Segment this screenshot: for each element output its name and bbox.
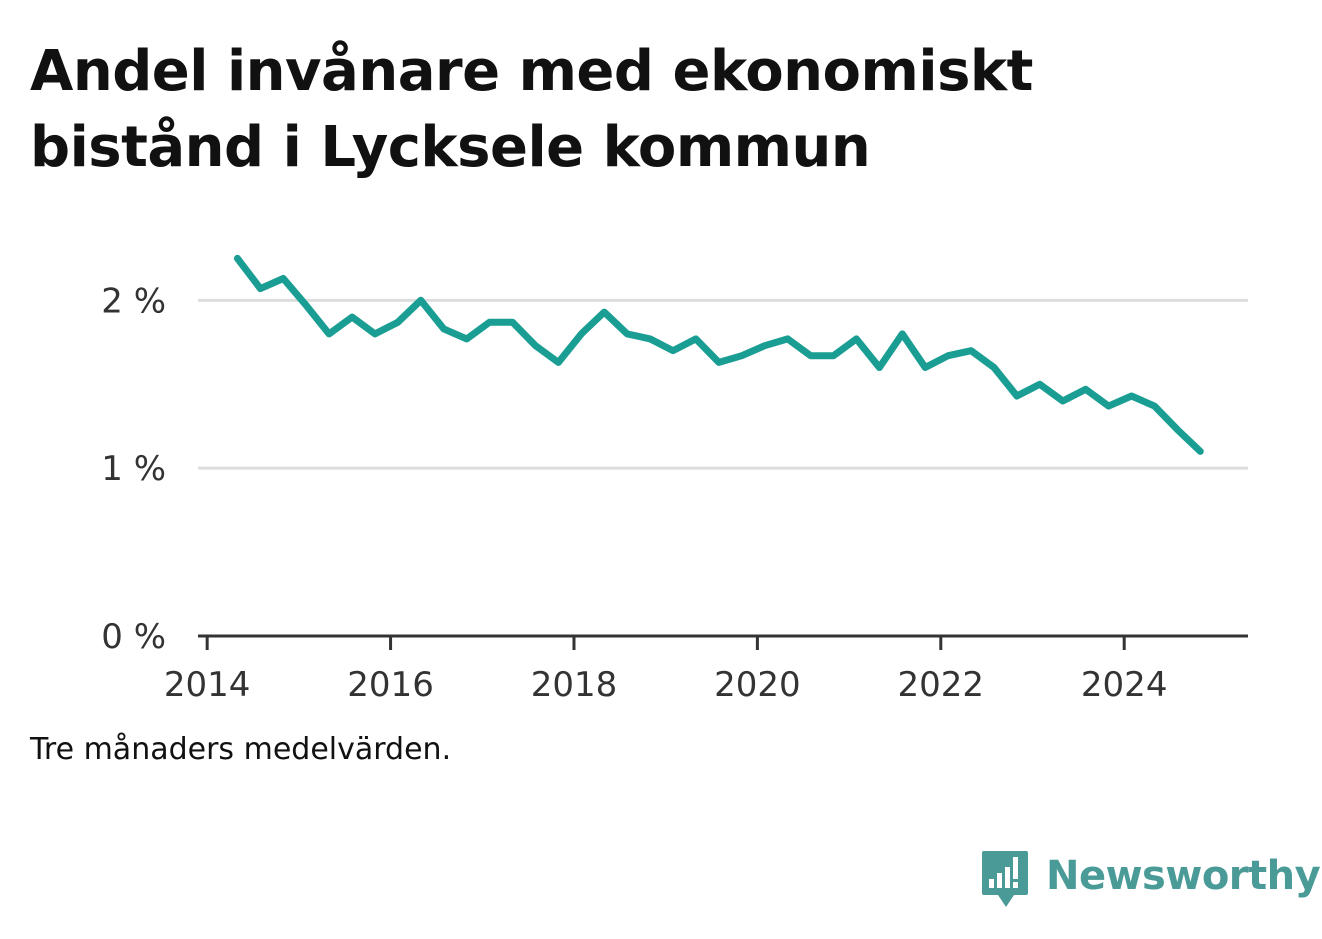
data-point xyxy=(715,359,722,366)
data-point xyxy=(578,330,585,337)
data-point xyxy=(257,285,264,292)
newsworthy-logo-icon xyxy=(982,851,1028,907)
data-point xyxy=(417,297,424,304)
data-point xyxy=(1013,393,1020,400)
data-point xyxy=(280,275,287,282)
y-tick-label: 1 % xyxy=(101,449,166,489)
data-point xyxy=(922,364,929,371)
data-point xyxy=(990,364,997,371)
data-point xyxy=(394,319,401,326)
data-point xyxy=(1082,386,1089,393)
data-point xyxy=(532,342,539,349)
brand-logo: Newsworthy xyxy=(980,848,1321,912)
data-point xyxy=(1036,381,1043,388)
x-axis-ticks: 2014 2016 2018 2020 2022 2024 xyxy=(164,636,1168,705)
data-point xyxy=(463,335,470,342)
data-point xyxy=(555,359,562,366)
y-axis-ticks: 0 % 1 % 2 % xyxy=(101,281,166,657)
x-tick-label: 2018 xyxy=(531,665,618,705)
data-point xyxy=(371,330,378,337)
data-point xyxy=(784,335,791,342)
data-point xyxy=(1197,448,1204,455)
data-point xyxy=(1059,398,1066,405)
data-point xyxy=(830,352,837,359)
data-point xyxy=(1174,426,1181,433)
data-point xyxy=(738,352,745,359)
x-tick-label: 2014 xyxy=(164,665,251,705)
series-line xyxy=(233,254,1204,455)
data-point xyxy=(899,330,906,337)
data-point xyxy=(509,319,516,326)
y-tick-label: 0 % xyxy=(101,617,166,657)
data-point xyxy=(234,255,241,262)
chart-note: Tre månaders medelvärden. xyxy=(30,732,452,767)
data-point xyxy=(326,330,333,337)
brand-name: Newsworthy xyxy=(1046,853,1321,899)
data-point xyxy=(647,335,654,342)
x-tick-label: 2016 xyxy=(347,665,434,705)
data-point xyxy=(1105,403,1112,410)
data-point xyxy=(349,314,356,321)
data-point xyxy=(1151,403,1158,410)
data-point xyxy=(807,352,814,359)
data-points xyxy=(234,255,1204,455)
chart-title: Andel invånare med ekonomiskt bistånd i … xyxy=(30,39,1033,180)
data-point xyxy=(692,335,699,342)
y-tick-label: 2 % xyxy=(101,281,166,321)
data-point xyxy=(945,352,952,359)
data-point xyxy=(303,302,310,309)
x-tick-label: 2024 xyxy=(1081,665,1168,705)
x-tick-label: 2022 xyxy=(898,665,985,705)
data-point xyxy=(624,330,631,337)
gridlines xyxy=(198,298,1248,470)
data-point xyxy=(1128,393,1135,400)
x-tick-label: 2020 xyxy=(714,665,801,705)
data-point xyxy=(876,364,883,371)
line-chart: 0 % 1 % 2 % 2014 2016 2018 2020 2022 2024 xyxy=(101,254,1248,705)
data-point xyxy=(761,342,768,349)
data-point xyxy=(440,325,447,332)
data-point xyxy=(670,347,677,354)
data-point xyxy=(601,309,608,316)
data-point xyxy=(968,347,975,354)
data-point xyxy=(486,319,493,326)
data-point xyxy=(853,335,860,342)
